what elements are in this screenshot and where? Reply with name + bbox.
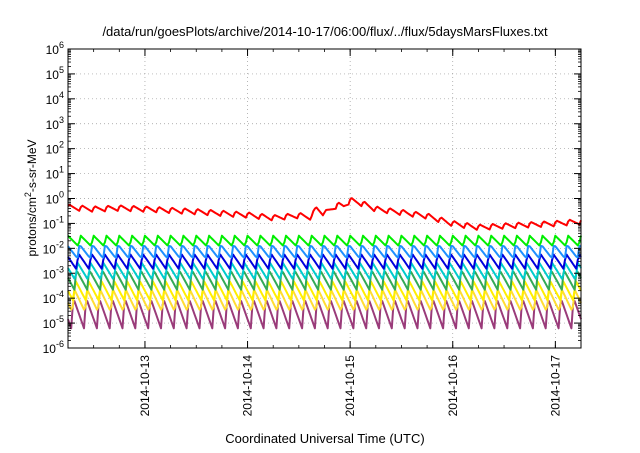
y-tick-label: 105 [46,65,64,82]
y-axis-label-superscript: 2 [23,192,33,197]
y-tick-label-base: 10 [43,342,57,356]
series-line [67,300,582,330]
y-tick-label: 10-5 [43,314,64,331]
y-tick-label-base: 10 [46,43,60,57]
y-axis-label: protons/cm2-s-sr-MeV [23,139,39,256]
x-tick-label: 2014-10-17 [548,355,562,417]
y-tick-label-exponent: -2 [56,239,64,249]
y-tick-label-base: 10 [43,217,57,231]
x-tick-label: 2014-10-14 [241,355,255,417]
y-tick-label-exponent: -4 [56,289,64,299]
y-tick-label: 10-4 [43,289,64,306]
y-tick-label-base: 10 [46,193,60,207]
chart-title: /data/run/goesPlots/archive/2014-10-17/0… [102,24,548,39]
series-line [67,261,582,280]
y-tick-label-exponent: -1 [56,214,64,224]
series-layer [67,197,582,330]
y-tick-label: 10-3 [43,264,64,281]
y-tick-label-base: 10 [43,267,57,281]
y-tick-label: 10-6 [43,339,64,356]
y-axis-label-rest: -s-sr-MeV [25,139,39,192]
x-tick-label: 2014-10-16 [446,355,460,417]
series-line [67,244,582,259]
axis-layer: 10610510410310210110010-110-210-310-410-… [43,40,582,417]
series-line [67,280,582,301]
y-tick-label-base: 10 [46,93,60,107]
y-tick-label-exponent: -6 [56,339,64,349]
y-tick-label-exponent: -5 [56,314,64,324]
y-tick-label: 10-2 [43,239,64,256]
y-tick-label-base: 10 [46,143,60,157]
y-tick-label-base: 10 [46,118,60,132]
x-tick-label: 2014-10-13 [138,355,152,417]
series-line [67,271,582,291]
y-tick-label: 103 [46,115,64,132]
y-tick-label-exponent: 1 [59,165,64,175]
series-line [67,197,582,231]
y-tick-label-exponent: 5 [59,65,64,75]
y-tick-label-base: 10 [46,68,60,82]
y-tick-label: 100 [46,190,64,207]
x-axis-label: Coordinated Universal Time (UTC) [225,431,424,446]
y-tick-label-exponent: -3 [56,264,64,274]
y-tick-label: 106 [46,40,64,57]
y-tick-label-base: 10 [43,317,57,331]
series-line [67,288,582,311]
y-tick-label-exponent: 4 [59,90,64,100]
y-tick-label-base: 10 [43,292,57,306]
y-tick-label-exponent: 6 [59,40,64,50]
y-tick-label-exponent: 0 [59,190,64,200]
y-tick-label: 104 [46,90,64,107]
y-tick-label-exponent: 3 [59,115,64,125]
y-tick-label: 10-1 [43,214,64,231]
y-tick-label: 101 [46,165,64,182]
grid-layer [68,49,581,348]
x-tick-label: 2014-10-15 [343,355,357,417]
y-axis-label-base: protons/cm [25,197,39,256]
series-line [67,253,582,270]
y-tick-label-exponent: 2 [59,140,64,150]
y-tick-label-base: 10 [43,242,57,256]
series-line [67,234,582,247]
y-tick-label-base: 10 [46,168,60,182]
y-tick-label: 102 [46,140,64,157]
